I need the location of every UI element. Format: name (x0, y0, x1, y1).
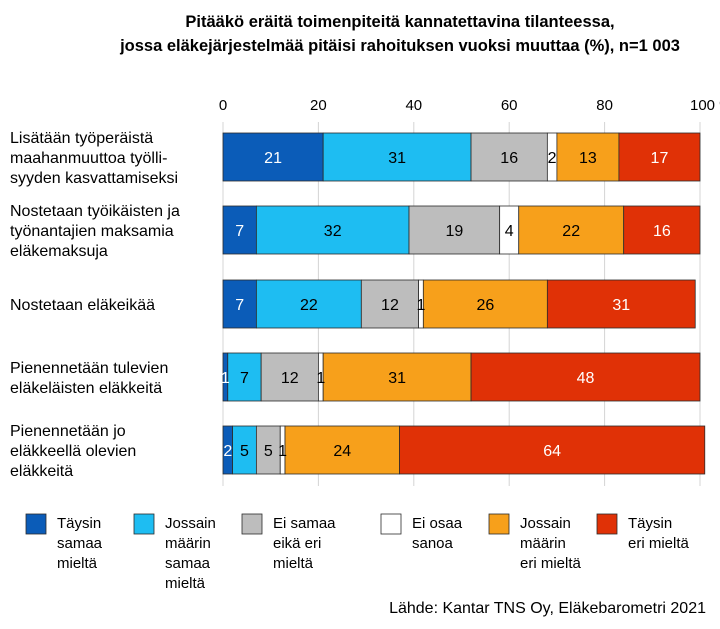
bar-segment (222, 205, 257, 255)
category-label: Nostetaan eläkeikää (10, 297, 155, 314)
bar-segment (222, 132, 324, 182)
bar-segment (422, 279, 548, 329)
bar-segments (222, 132, 706, 475)
data-label: 31 (612, 297, 630, 314)
data-label: 16 (653, 223, 671, 240)
bar-segment (255, 205, 410, 255)
data-labels: 21 31 16 2 13 177 32 19 4 22 167 22 12 1 26 311 7 12 1 31 48… (221, 150, 671, 460)
data-label: 22 (300, 297, 318, 314)
data-label: 1 (278, 443, 287, 460)
chart-title-line: jossa eläkejärjestelmää pitäisi rahoituk… (119, 37, 680, 55)
bar-segment (618, 132, 701, 182)
data-label: 1 (316, 370, 325, 387)
category-label: Pienennetään tulevien eläkeläisten eläkke… (10, 360, 168, 397)
data-label: 2 (223, 443, 232, 460)
legend-label: Jossain määrin eri mieltä (520, 515, 582, 572)
bar-segment (360, 279, 419, 329)
data-label: 7 (235, 297, 244, 314)
data-label: 26 (476, 297, 494, 314)
data-label: 7 (240, 370, 249, 387)
category-label: Lisätään työperäistä maahanmuuttoa työlli… (10, 130, 178, 187)
legend-swatch (380, 513, 402, 535)
legend-swatch (241, 513, 263, 535)
data-label: 24 (333, 443, 351, 460)
data-label: 5 (240, 443, 249, 460)
category-labels: Lisätään työperäistä maahanmuuttoa työlli… (10, 130, 180, 480)
data-label: 19 (445, 223, 463, 240)
legend-swatch (25, 513, 47, 535)
data-label: 1 (417, 297, 426, 314)
bar-segment (399, 425, 706, 475)
x-axis-ticks: 0 20 40 60 80 100 % (219, 97, 720, 114)
data-label: 16 (500, 150, 518, 167)
bar-segment (255, 279, 362, 329)
x-tick-label: 40 (405, 97, 422, 114)
category-label: Nostetaan työikäisten ja työnantajien mak… (10, 203, 180, 260)
chart-source: Lähde: Kantar TNS Oy, Eläkebarometri 202… (389, 600, 706, 617)
x-tick-label: 100 % (690, 97, 720, 114)
legend-label: Täysin eri mieltä (628, 515, 690, 552)
data-label: 1 (221, 370, 230, 387)
legend-label: Ei samaa eikä eri mieltä (273, 515, 336, 572)
bar-segment (260, 352, 319, 402)
data-label: 7 (235, 223, 244, 240)
legend-swatch (488, 513, 510, 535)
legend-label: Täysin samaa mieltä (57, 515, 103, 572)
bar-segment (408, 205, 501, 255)
x-tick-label: 20 (310, 97, 327, 114)
data-label: 32 (324, 223, 342, 240)
data-label: 31 (388, 150, 406, 167)
chart-title: Pitääkö eräitä toimenpiteitä kannatettav… (119, 13, 680, 55)
chart-title-line: Pitääkö eräitä toimenpiteitä kannatettav… (185, 13, 614, 31)
data-label: 13 (579, 150, 597, 167)
chart-legend: Täysin samaa mieltä Jossain määrin samaa mielt… (25, 513, 690, 592)
bar-segment (322, 352, 472, 402)
legend-label: Jossain määrin samaa mieltä (165, 515, 216, 592)
data-label: 22 (562, 223, 580, 240)
bar-segment (470, 352, 701, 402)
data-label: 48 (577, 370, 595, 387)
bar-segment (518, 205, 625, 255)
data-label: 2 (548, 150, 557, 167)
category-label: Pienennetään jo eläkkeellä olevien eläkkei… (10, 423, 136, 480)
data-label: 5 (264, 443, 273, 460)
x-tick-label: 80 (596, 97, 613, 114)
data-label: 4 (505, 223, 514, 240)
legend-label: Ei osaa sanoa (412, 515, 463, 552)
data-label: 12 (381, 297, 399, 314)
bar-segment (284, 425, 400, 475)
legend-swatch (596, 513, 618, 535)
data-label: 21 (264, 150, 282, 167)
data-label: 12 (281, 370, 299, 387)
data-label: 64 (543, 443, 561, 460)
x-tick-label: 60 (501, 97, 518, 114)
bar-segment (623, 205, 701, 255)
bar-segment (227, 352, 262, 402)
bar-segment (546, 279, 696, 329)
data-label: 31 (388, 370, 406, 387)
legend-swatch (133, 513, 155, 535)
x-tick-label: 0 (219, 97, 227, 114)
bar-segment (556, 132, 620, 182)
data-label: 17 (651, 150, 669, 167)
